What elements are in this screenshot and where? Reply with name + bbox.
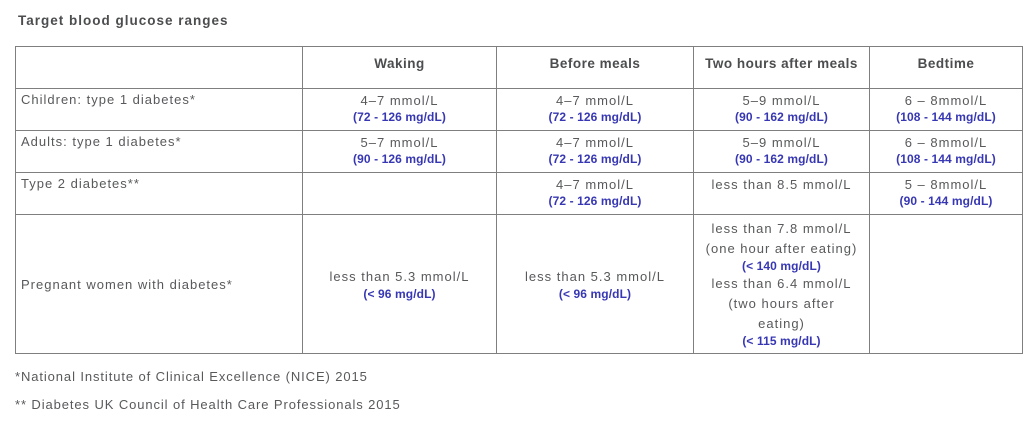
row-label: Pregnant women with diabetes* xyxy=(15,214,303,354)
value-cell: less than 5.3 mmol/L (< 96 mg/dL) xyxy=(302,214,497,354)
value-cell: 6 – 8mmol/L (108 - 144 mg/dL) xyxy=(869,130,1023,173)
value-cell xyxy=(302,172,497,215)
row-label: Children: type 1 diabetes* xyxy=(15,88,303,131)
mmol-value: 5–9 mmol/L xyxy=(742,135,821,150)
mmol-value: 5–7 mmol/L xyxy=(360,135,439,150)
mmol-value: less than 8.5 mmol/L xyxy=(711,177,852,192)
mgdl-value: (108 - 144 mg/dL) xyxy=(896,152,996,166)
table-row-type-2-diabetes: Type 2 diabetes** 4–7 mmol/L (72 - 126 mg/… xyxy=(15,172,1023,215)
column-header-waking: Waking xyxy=(302,46,497,89)
mgdl-value: (72 - 126 mg/dL) xyxy=(548,194,642,208)
mmol-value: less than 5.3 mmol/L xyxy=(525,268,665,284)
mgdl-value: (90 - 162 mg/dL) xyxy=(735,152,828,166)
value-cell: less than 8.5 mmol/L xyxy=(693,172,870,215)
value-cell: less than 5.3 mmol/L (< 96 mg/dL) xyxy=(496,214,694,354)
value-cell: 4–7 mmol/L (72 - 126 mg/dL) xyxy=(496,88,694,131)
value-cell: 4–7 mmol/L (72 - 126 mg/dL) xyxy=(496,172,694,215)
footnote-diabetes-uk: ** Diabetes UK Council of Health Care Pr… xyxy=(15,397,401,412)
value-cell: 6 – 8mmol/L (108 - 144 mg/dL) xyxy=(869,88,1023,131)
mmol-value: 4–7 mmol/L xyxy=(556,177,634,192)
value-cell: 5–9 mmol/L (90 - 162 mg/dL) xyxy=(693,88,870,131)
mmol-value: less than 6.4 mmol/L xyxy=(711,276,852,291)
footnote-nice: *National Institute of Clinical Excellen… xyxy=(15,369,368,384)
mmol-value: 6 – 8mmol/L xyxy=(904,135,988,150)
row-label: Adults: type 1 diabetes* xyxy=(15,130,303,173)
mmol-value: eating) xyxy=(758,316,805,331)
mgdl-value: (< 140 mg/dL) xyxy=(742,259,821,273)
mgdl-value: (< 96 mg/dL) xyxy=(363,286,436,301)
mgdl-value: (< 115 mg/dL) xyxy=(742,334,821,348)
table-row-adults-type-1-diabetes: Adults: type 1 diabetes* 5–7 mmol/L (90 - … xyxy=(15,130,1023,173)
table-header: Waking Before meals Two hours after meals B… xyxy=(15,46,1023,89)
column-header-two-hours-after-meals: Two hours after meals xyxy=(693,46,870,89)
mgdl-value: (72 - 126 mg/dL) xyxy=(548,152,642,166)
header-row: Waking Before meals Two hours after meals B… xyxy=(15,46,1023,89)
mmol-value: less than 7.8 mmol/L xyxy=(711,221,852,236)
mmol-value: 4–7 mmol/L xyxy=(556,93,634,108)
mmol-value: 4–7 mmol/L xyxy=(360,93,439,108)
column-header-bedtime: Bedtime xyxy=(869,46,1023,89)
mmol-value: less than 5.3 mmol/L xyxy=(329,268,470,284)
mgdl-value: (72 - 126 mg/dL) xyxy=(353,110,446,124)
mmol-value: 4–7 mmol/L xyxy=(556,135,634,150)
mmol-value: (one hour after eating) xyxy=(705,241,858,256)
mgdl-value: (90 - 162 mg/dL) xyxy=(735,110,828,124)
page: Target blood glucose ranges Waking Before… xyxy=(0,13,1024,422)
value-cell: 4–7 mmol/L (72 - 126 mg/dL) xyxy=(496,130,694,173)
mmol-value: (two hours after xyxy=(728,296,835,311)
page-title: Target blood glucose ranges xyxy=(18,13,229,28)
value-cell: 5–7 mmol/L (90 - 126 mg/dL) xyxy=(302,130,497,173)
mgdl-value: (72 - 126 mg/dL) xyxy=(548,110,642,124)
footnotes: *National Institute of Clinical Excellen… xyxy=(15,370,1024,411)
mgdl-value: (< 96 mg/dL) xyxy=(558,286,632,301)
mmol-value: 6 – 8mmol/L xyxy=(904,93,988,108)
mmol-value: 5–9 mmol/L xyxy=(742,93,821,108)
table-row-pregnant-women-with-diabetes: Pregnant women with diabetes* less than 5… xyxy=(15,214,1023,354)
value-cell: less than 7.8 mmol/L (one hour after eati… xyxy=(693,214,870,354)
value-cell: 4–7 mmol/L (72 - 126 mg/dL) xyxy=(302,88,497,131)
mgdl-value: (90 - 126 mg/dL) xyxy=(353,152,446,166)
table-body: Children: type 1 diabetes* 4–7 mmol/L (72 … xyxy=(15,88,1023,354)
glucose-table: Waking Before meals Two hours after meals B… xyxy=(15,46,1023,354)
mgdl-value: (108 - 144 mg/dL) xyxy=(896,110,996,124)
value-cell: 5 – 8mmol/L (90 - 144 mg/dL) xyxy=(869,172,1023,215)
value-cell xyxy=(869,214,1023,354)
column-header-before-meals: Before meals xyxy=(496,46,694,89)
mgdl-value: (90 - 144 mg/dL) xyxy=(899,194,993,208)
column-header-row-label xyxy=(15,46,303,89)
row-label: Type 2 diabetes** xyxy=(15,172,303,215)
value-cell: 5–9 mmol/L (90 - 162 mg/dL) xyxy=(693,130,870,173)
mmol-value: 5 – 8mmol/L xyxy=(904,177,988,192)
table-row-children-type-1-diabetes: Children: type 1 diabetes* 4–7 mmol/L (72 … xyxy=(15,88,1023,131)
